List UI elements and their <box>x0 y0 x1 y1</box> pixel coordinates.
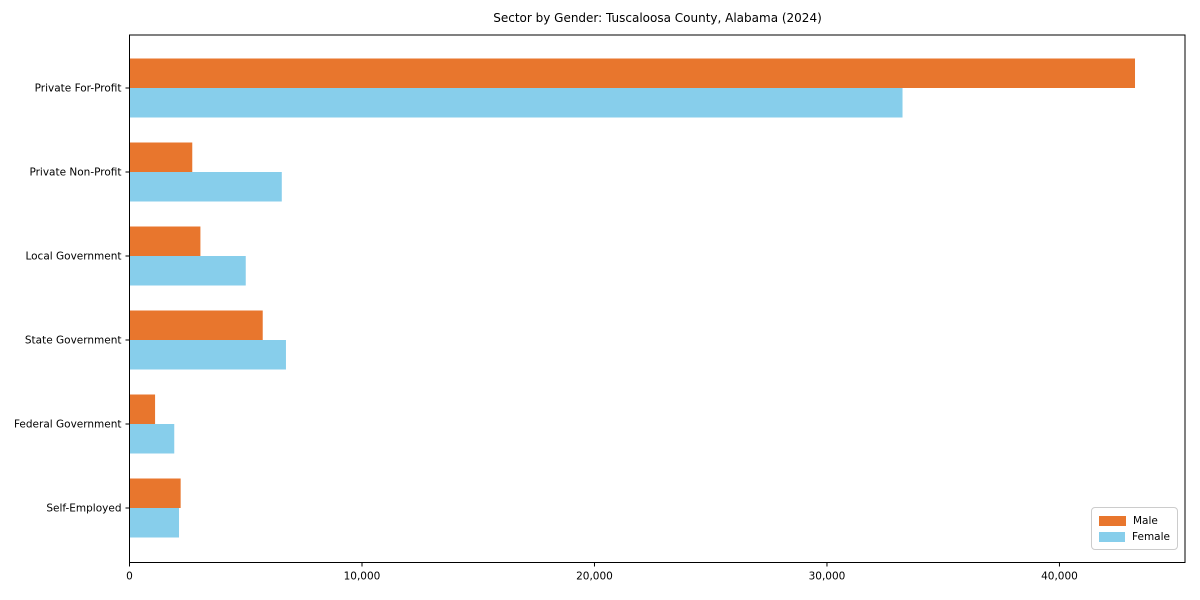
legend-label-male: Male <box>1133 514 1158 527</box>
y-category-label: Local Government <box>25 251 121 263</box>
bar-female-state-government <box>129 340 286 370</box>
bar-female-private-for-profit <box>129 88 903 118</box>
bar-female-self-employed <box>129 508 180 538</box>
y-category-label: Private Non-Profit <box>29 167 121 179</box>
bar-male-state-government <box>129 310 263 340</box>
bar-female-local-government <box>129 256 246 286</box>
legend-label-female: Female <box>1132 530 1170 543</box>
x-tick-label: 20,000 <box>576 571 613 583</box>
y-category-label: Private For-Profit <box>35 83 122 95</box>
x-tick-label: 30,000 <box>809 571 846 583</box>
x-tick-label: 10,000 <box>344 571 381 583</box>
legend-item-female: Female <box>1099 531 1170 543</box>
y-category-label: Federal Government <box>14 419 122 431</box>
bar-male-local-government <box>129 226 201 256</box>
chart-title: Sector by Gender: Tuscaloosa County, Ala… <box>493 11 822 25</box>
legend-swatch-female <box>1099 531 1126 542</box>
legend-swatch-male <box>1099 515 1126 526</box>
bar-male-private-for-profit <box>129 58 1136 88</box>
plot-frame <box>129 34 1186 563</box>
y-category-label: State Government <box>25 335 122 347</box>
x-tick-label: 40,000 <box>1041 571 1078 583</box>
legend-item-male: Male <box>1099 515 1170 527</box>
x-tick-label: 0 <box>126 571 133 583</box>
bar-male-private-non-profit <box>129 142 193 172</box>
bar-male-self-employed <box>129 478 181 508</box>
bar-female-private-non-profit <box>129 172 282 202</box>
bar-male-federal-government <box>129 394 156 424</box>
bar-female-federal-government <box>129 424 175 454</box>
legend: Male Female <box>1091 507 1178 550</box>
y-category-label: Self-Employed <box>46 503 121 515</box>
